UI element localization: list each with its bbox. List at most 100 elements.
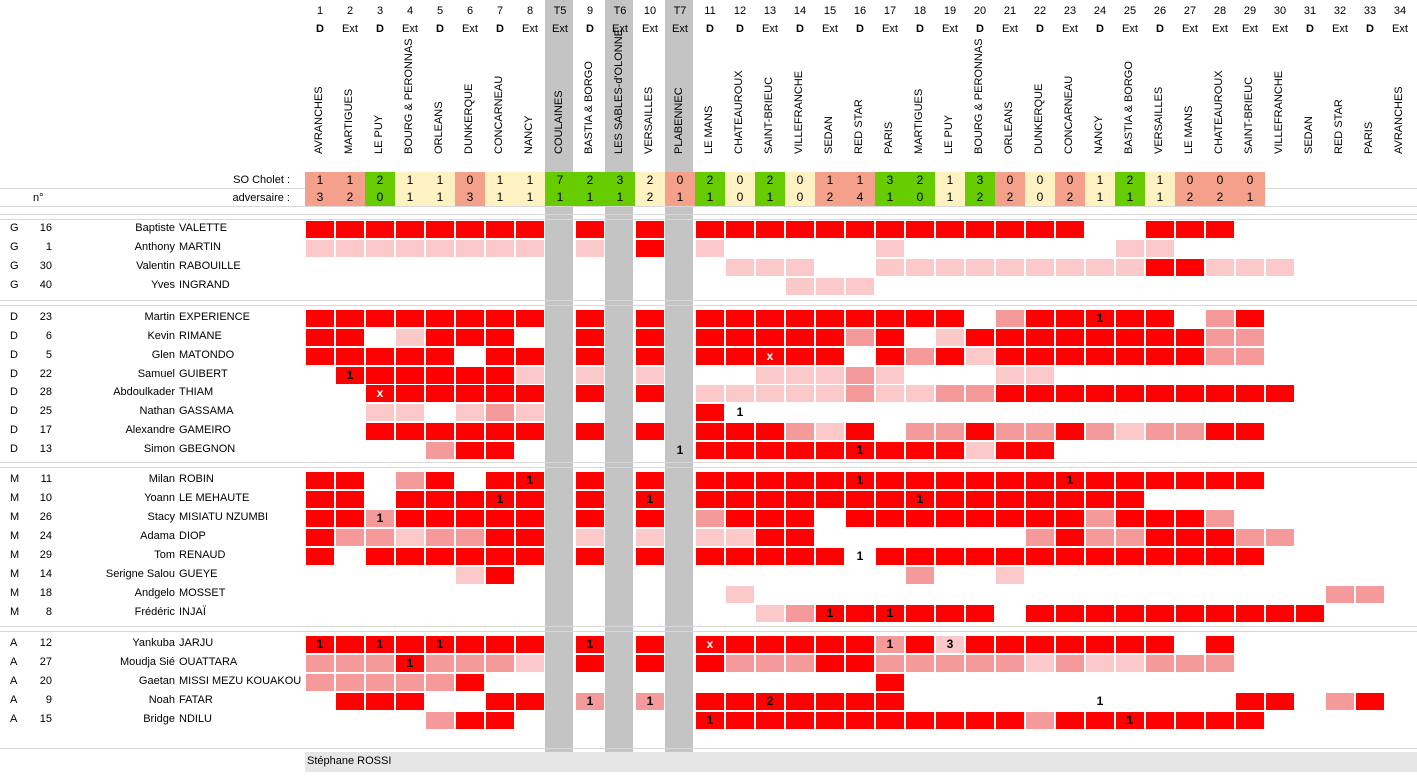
opponent-score: 1: [485, 189, 515, 206]
appearance-cell: [1026, 310, 1054, 327]
appearance-cell: [1116, 348, 1144, 365]
appearance-cell: [366, 529, 394, 546]
player-number: 8: [45, 606, 52, 618]
appearance-cell: [366, 310, 394, 327]
appearance-cell: [996, 472, 1024, 489]
appearance-cell: [486, 510, 514, 527]
appearance-cell: [576, 240, 604, 257]
player-number: 24: [39, 530, 52, 542]
cholet-score: 2: [635, 172, 665, 189]
separator-line: [0, 300, 1417, 301]
appearance-cell: [936, 712, 964, 729]
opponent-name: AVRANCHES: [305, 4, 335, 171]
player-number: 23: [39, 311, 52, 323]
appearance-cell: [516, 385, 544, 402]
home-away-flag: Ext: [1212, 23, 1228, 35]
home-away-flag: Ext: [1392, 23, 1408, 35]
player-first-name: Kevin: [147, 330, 175, 342]
appearance-cell: [966, 491, 994, 508]
appearance-cell: [486, 329, 514, 346]
appearance-cell: [486, 310, 514, 327]
appearance-cell: [426, 240, 454, 257]
appearance-cell: [756, 472, 784, 489]
goal-count: 1: [526, 473, 534, 487]
appearance-cell: [696, 491, 724, 508]
appearance-cell: [756, 221, 784, 238]
appearance-cell: [1326, 693, 1354, 710]
opponent-score: 1: [665, 189, 695, 206]
appearance-cell: [636, 367, 664, 384]
appearance-cell: [1056, 221, 1084, 238]
appearance-cell: [426, 221, 454, 238]
appearance-cell: [456, 510, 484, 527]
appearance-cell: [726, 329, 754, 346]
player-position: D: [10, 443, 18, 455]
appearance-cell: [1116, 472, 1144, 489]
appearance-cell: [1176, 548, 1204, 565]
cholet-score: 0: [995, 172, 1025, 189]
opponent-label: CONCARNEAU: [1063, 75, 1075, 154]
appearance-cell: [1116, 329, 1144, 346]
appearance-cell: [486, 442, 514, 459]
appearance-cell: [366, 385, 394, 402]
appearance-cell: [786, 310, 814, 327]
appearance-cell: [1146, 240, 1174, 257]
appearance-cell: [726, 310, 754, 327]
opponent-label: ORLEANS: [433, 101, 445, 154]
appearance-cell: [816, 329, 844, 346]
appearance-cell: [456, 367, 484, 384]
appearance-cell: [936, 423, 964, 440]
player-last-name: ROBIN: [179, 473, 214, 485]
appearance-cell: [996, 259, 1024, 276]
appearance-cell: [336, 674, 364, 691]
red-card-mark: x: [766, 349, 774, 363]
appearance-cell: [1236, 712, 1264, 729]
appearance-cell: [456, 385, 484, 402]
opponent-name: CHATEAUROUX: [1205, 4, 1235, 171]
player-first-name: Samuel: [137, 368, 175, 380]
opponent-score: 2: [1175, 189, 1205, 206]
separator-line: [0, 467, 1417, 468]
appearance-cell: [726, 529, 754, 546]
match-number: 27: [1183, 5, 1197, 17]
appearance-cell: [456, 567, 484, 584]
appearance-cell: [726, 259, 754, 276]
player-last-name: GAMEIRO: [179, 424, 231, 436]
appearance-cell: [1206, 310, 1234, 327]
appearance-cell: [1266, 385, 1294, 402]
player-first-name: Yves: [151, 279, 175, 291]
appearance-cell: [936, 310, 964, 327]
appearance-cell: [756, 636, 784, 653]
appearance-cell: [936, 472, 964, 489]
appearance-cell: [876, 491, 904, 508]
appearance-cell: [876, 240, 904, 257]
appearance-cell: [696, 472, 724, 489]
appearance-cell: [396, 423, 424, 440]
coach-name: Stéphane ROSSI: [307, 755, 392, 767]
opponent-score-label: adversaire :: [232, 192, 290, 204]
appearance-cell: [696, 348, 724, 365]
appearance-cell: [846, 385, 874, 402]
player-number: 25: [39, 405, 52, 417]
opponent-score: 1: [1235, 189, 1265, 206]
appearance-cell: [1236, 348, 1264, 365]
goal-count: 1: [646, 694, 654, 708]
appearance-cell: [486, 404, 514, 421]
opponent-name: BOURG & PERONNAS: [395, 4, 425, 171]
home-away-flag: D: [976, 23, 984, 35]
appearance-cell: [396, 693, 424, 710]
player-position: G: [10, 222, 19, 234]
appearance-cell: [996, 636, 1024, 653]
appearance-cell: [996, 567, 1024, 584]
home-away-flag: Ext: [1182, 23, 1198, 35]
appearance-cell: [396, 548, 424, 565]
player-first-name: Glen: [151, 349, 175, 361]
appearance-cell: [786, 693, 814, 710]
appearance-cell: [696, 385, 724, 402]
opponent-label: RED STAR: [853, 99, 865, 154]
opponent-name: SAINT-BRIEUC: [755, 4, 785, 171]
appearance-cell: [1056, 259, 1084, 276]
home-away-flag: D: [1036, 23, 1044, 35]
appearance-cell: [786, 510, 814, 527]
opponent-name: CHATEAUROUX: [725, 4, 755, 171]
